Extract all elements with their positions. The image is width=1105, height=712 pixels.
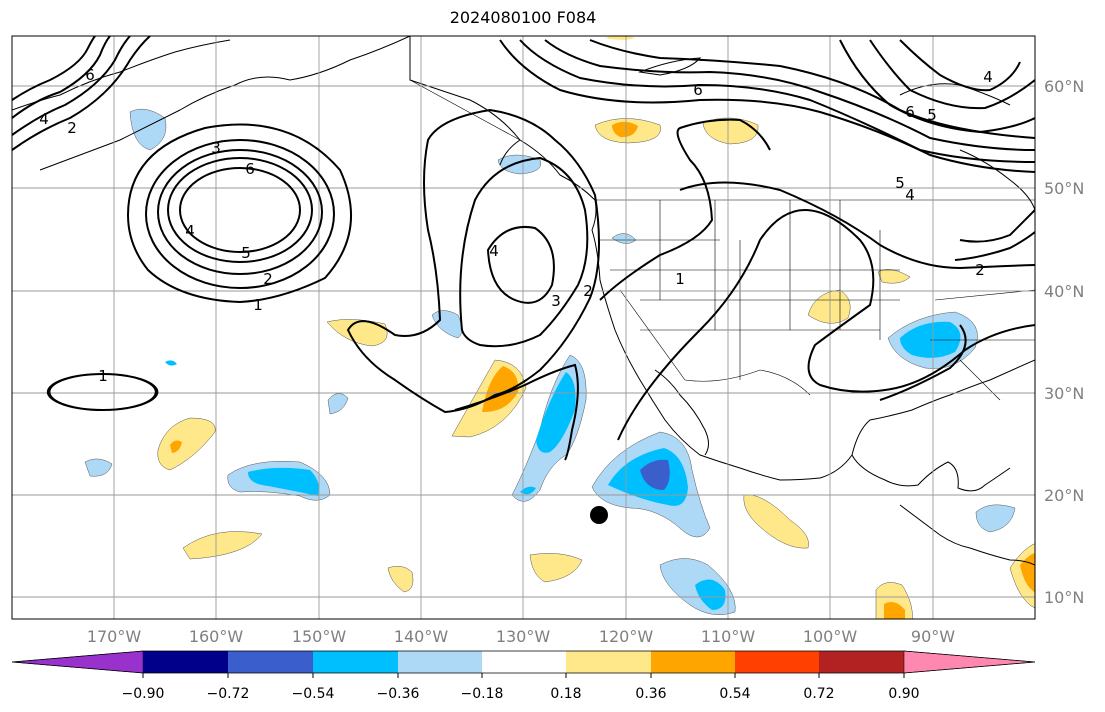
colorbar-tick-label: −0.72 [207,686,250,702]
latitude-label: 40°N [1044,282,1084,301]
contour-label: 6 [693,81,703,99]
gridlines [12,36,1035,619]
negative-anomaly-region [975,504,1016,533]
colorbar-segment [398,651,482,673]
latitude-label: 20°N [1044,486,1084,505]
contour-label: 4 [983,68,993,86]
colorbar-tick-label: −0.90 [122,686,165,702]
contour-labels: 6 3 2 1 4 5 2 4 6 3 1 2 1 4 6 5 4 6 4 5 … [39,66,993,385]
negative-anomaly-region [165,360,177,366]
coastlines [12,36,1035,566]
positive-anomaly-region [157,417,216,471]
longitude-label: 120°W [599,627,654,646]
positive-anomaly-region [387,565,414,593]
longitude-label: 150°W [292,627,347,646]
contour-label: 2 [975,261,985,279]
positive-anomaly-region [182,531,263,560]
contour-label: 4 [489,242,499,260]
colorbar-tick-label: −0.54 [292,686,335,702]
latitude-label: 60°N [1044,77,1084,96]
colorbar-tick-label: −0.18 [461,686,504,702]
positive-anomaly-region [605,36,635,40]
contour-label: 5 [241,244,251,262]
contour-label: 1 [675,270,685,288]
positive-anomaly-region [877,269,911,284]
storm-position-dot [590,506,608,524]
colorbar [11,650,1036,674]
colorbar-segment [735,651,819,673]
contour-label: 6 [85,66,95,84]
colorbar-segment [651,651,735,673]
contour-label: 3 [551,292,561,310]
colorbar-segment [228,651,313,673]
latitude-label: 30°N [1044,384,1084,403]
contour-label: 1 [98,367,108,385]
longitude-label: 110°W [701,627,756,646]
longitude-label: 170°W [87,627,142,646]
contour-label: 6 [905,103,915,121]
negative-anomaly-region [84,458,113,477]
colorbar-labels: −0.90 −0.72 −0.54 −0.36 −0.18 0.18 0.36 … [122,686,920,702]
contour-label: 6 [245,160,255,178]
contour-label: 4 [39,110,49,128]
colorbar-tick-label: −0.36 [377,686,420,702]
contour-label: 5 [927,106,937,124]
contour-label: 2 [583,282,593,300]
colorbar-extend-high [903,650,1036,674]
contour-label: 4 [185,222,195,240]
contour-label: 1 [253,296,263,314]
political-borders [409,79,1035,401]
map-title: 2024080100 F084 [449,8,597,27]
colorbar-tick-label: 0.72 [803,686,834,702]
positive-anomaly-region [702,117,759,145]
longitude-label: 100°W [803,627,858,646]
negative-anomaly-region [327,393,349,415]
colorbar-segment [819,651,904,673]
colorbar-segment [566,651,651,673]
positive-anomaly-region [807,289,851,324]
colorbar-tick-label: 0.90 [888,686,919,702]
anomaly-shading [84,36,1035,619]
contour-label: 3 [211,139,221,157]
contour-label: 2 [263,270,273,288]
colorbar-tick-label: 0.18 [550,686,581,702]
negative-anomaly-region [611,233,637,244]
longitude-label: 140°W [394,627,449,646]
colorbar-ticks [142,673,905,678]
longitude-label: 90°W [911,627,955,646]
map-frame [11,35,1036,620]
negative-anomaly-region [129,108,167,151]
contour-label: 2 [67,119,77,137]
colorbar-segment [482,651,566,673]
longitude-axis: 170°W 160°W 150°W 140°W 130°W 120°W 110°… [87,627,955,646]
contour-label: 5 [895,174,905,192]
longitude-label: 160°W [189,627,244,646]
positive-anomaly-region [529,553,583,583]
contour-label: 4 [905,186,915,204]
longitude-label: 130°W [496,627,551,646]
latitude-label: 50°N [1044,179,1084,198]
positive-anomaly-region [326,319,388,347]
colorbar-extend-low [11,650,144,674]
colorbar-tick-label: 0.36 [635,686,666,702]
map-area [12,36,1035,619]
latitude-axis: 60°N 50°N 40°N 30°N 20°N 10°N [1044,77,1084,607]
colorbar-segment [143,651,228,673]
colorbar-segment [313,651,398,673]
positive-anomaly-region [743,494,809,549]
latitude-label: 10°N [1044,588,1084,607]
height-contours [12,36,1035,461]
colorbar-tick-label: 0.54 [719,686,750,702]
